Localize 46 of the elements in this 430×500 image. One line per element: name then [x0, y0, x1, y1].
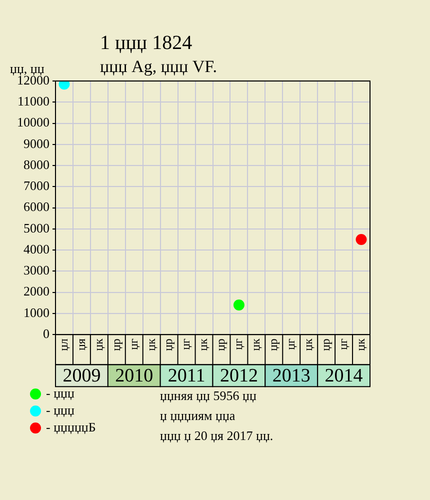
y-tick-label: 11000 [17, 94, 50, 109]
x-tick-label: џр [214, 338, 228, 351]
x-tick-label: џг [126, 338, 140, 350]
legend-label: - џџџ [46, 385, 74, 400]
x-tick-label: џк [196, 338, 210, 351]
x-tick-label: џг [336, 338, 350, 350]
y-tick-label: 1000 [24, 304, 50, 320]
y-tick-label: 7000 [24, 178, 50, 194]
x-tick-label: џг [231, 338, 246, 350]
x-tick-label: џг [284, 338, 298, 350]
x-tick-label: џк [144, 338, 158, 351]
x-tick-label: џк [248, 338, 263, 351]
y-tick-label: 10000 [17, 114, 50, 130]
y-tick-label: 3000 [24, 262, 50, 278]
text: 2010 [115, 366, 154, 387]
text: 2009 [62, 366, 101, 387]
legend-label: - џџџџџБ [46, 419, 96, 434]
x-tick-label: џк [301, 338, 316, 351]
y-tick-label: 9000 [24, 136, 50, 151]
y-tick-label: 2000 [24, 284, 50, 299]
text: џџџ џ 20 џя 2017 џџ. [160, 427, 274, 445]
chart-title: 1 џџџ 1824 [100, 32, 192, 55]
x-tick-label: џя [74, 338, 88, 351]
chart-subtitle: џџџ Ag, џџџ VF. [100, 57, 217, 77]
text: 2013 [272, 366, 310, 387]
text: џ џџџиям џџа [160, 407, 236, 425]
text: 2012 [220, 366, 258, 387]
x-tick-label: џр [318, 338, 332, 351]
legend-label: - џџџ [46, 402, 74, 418]
y-tick-label: 6000 [24, 199, 50, 214]
y-tick-label: 4000 [24, 241, 50, 256]
x-tick-label: џк [353, 338, 368, 351]
x-tick-label: џр [108, 338, 123, 351]
text: џџняя џџ 5956 џџ [160, 387, 258, 405]
point [356, 234, 367, 245]
x-tick-label: џр [266, 338, 280, 351]
y-tick-label: 0 [43, 326, 50, 341]
x-tick-label: џр [161, 338, 176, 351]
text: 2011 [168, 366, 206, 387]
y-tick-label: 5000 [24, 220, 50, 236]
x-tick-label: џк [91, 338, 106, 351]
point [233, 299, 244, 310]
x-tick-label: џг [178, 338, 193, 350]
y-tick-label: 8000 [24, 156, 50, 172]
x-tick-label: џл [56, 338, 70, 351]
text: 2014 [324, 366, 364, 387]
